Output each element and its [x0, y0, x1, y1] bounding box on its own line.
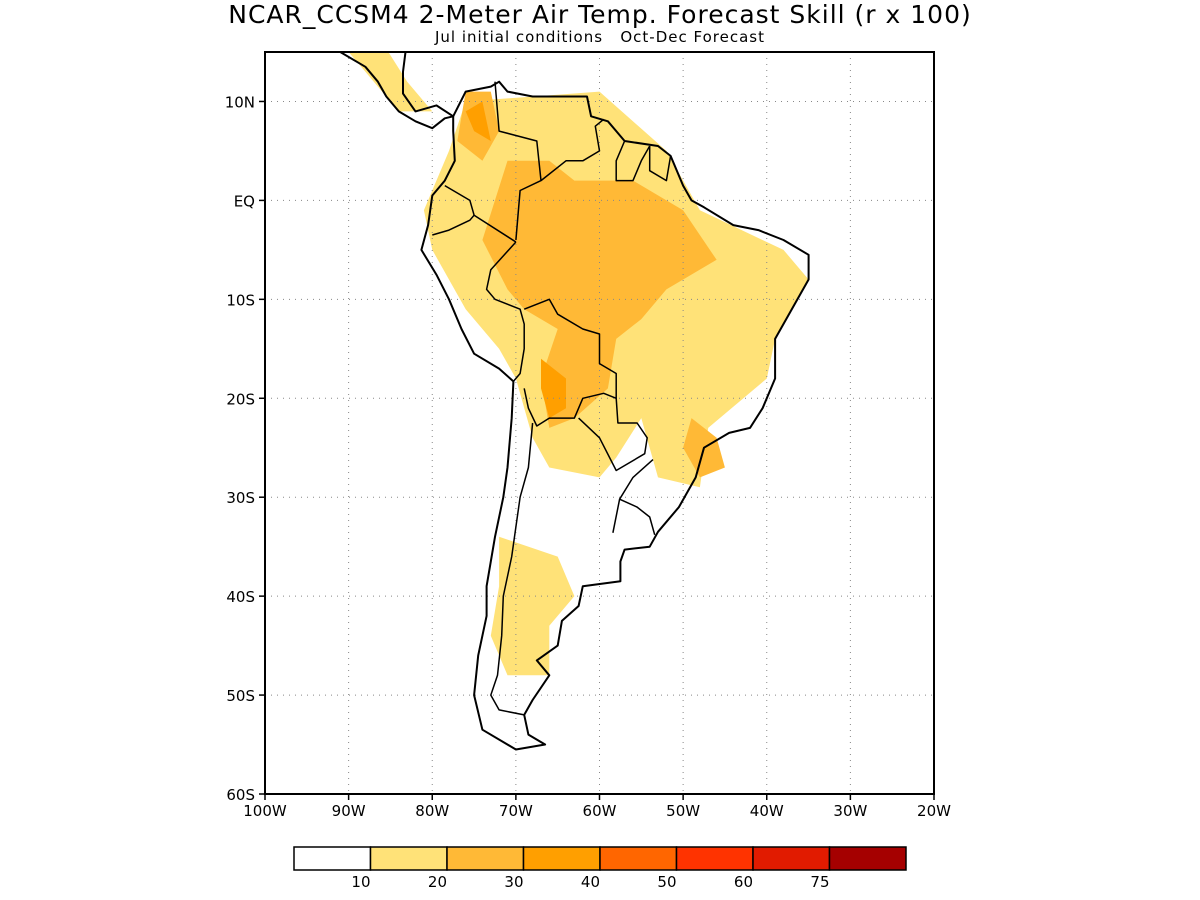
colorbar-label: 20: [428, 873, 447, 891]
country-border: [485, 241, 525, 382]
country-border: [619, 498, 656, 536]
country-border: [540, 118, 605, 182]
lon-tick-label: 100W: [243, 802, 287, 820]
skill-region-3: [348, 52, 433, 112]
lon-tick-label: 20W: [917, 802, 951, 820]
lon-tick-label: 60W: [583, 802, 617, 820]
colorbar-swatch-6: [752, 846, 831, 871]
country-border: [648, 146, 672, 182]
country-border: [494, 81, 542, 241]
lon-tick-label: 30W: [833, 802, 867, 820]
lat-tick-label: 20S: [226, 390, 255, 408]
lat-tick-label: EQ: [234, 192, 255, 210]
south-america-coastline: [420, 80, 810, 751]
colorbar-label: 75: [810, 873, 829, 891]
lat-tick-label: 30S: [226, 489, 255, 507]
colorbar-swatch-4: [599, 846, 678, 871]
lat-tick-label: 10N: [225, 93, 255, 111]
lat-tick-label: 40S: [226, 588, 255, 606]
skill-region-2: [490, 536, 575, 676]
colorbar-swatch-7: [828, 846, 907, 871]
colorbar: 10 20 30 40 50 60 75: [293, 846, 907, 891]
central-america-coastline: [338, 52, 455, 130]
colorbar-label: 60: [734, 873, 753, 891]
colorbar-swatch-2: [446, 846, 525, 871]
country-border: [444, 184, 517, 243]
colorbar-label: 30: [504, 873, 523, 891]
colorbar-label: 10: [351, 873, 370, 891]
country-border: [612, 459, 654, 533]
colorbar-swatch-0: [293, 846, 372, 871]
gridlines: [265, 52, 934, 794]
skill-region-4: [482, 160, 717, 428]
lat-tick-label: 50S: [226, 687, 255, 705]
lon-tick-label: 50W: [666, 802, 700, 820]
lon-tick-label: 80W: [415, 802, 449, 820]
country-border: [490, 422, 534, 716]
coastline-layer: [338, 52, 810, 751]
skill-region-8: [465, 101, 491, 141]
skill-region-7: [541, 358, 566, 419]
colorbar-swatch-3: [522, 846, 601, 871]
country-border: [615, 140, 651, 182]
lon-tick-label: 40W: [750, 802, 784, 820]
colorbar-swatch-5: [675, 846, 754, 871]
lat-tick-label: 60S: [226, 786, 255, 804]
colorbar-swatch-1: [369, 846, 448, 871]
colorbar-label: 50: [657, 873, 676, 891]
lon-tick-label: 70W: [499, 802, 533, 820]
country-border: [432, 214, 475, 236]
chart-title: NCAR_CCSM4 2-Meter Air Temp. Forecast Sk…: [228, 0, 972, 29]
country-border: [578, 398, 648, 472]
lon-tick-label: 90W: [332, 802, 366, 820]
chart-subtitle: Jul initial conditions Oct-Dec Forecast: [435, 28, 765, 46]
lat-tick-label: 10S: [226, 291, 255, 309]
colorbar-label: 40: [581, 873, 600, 891]
